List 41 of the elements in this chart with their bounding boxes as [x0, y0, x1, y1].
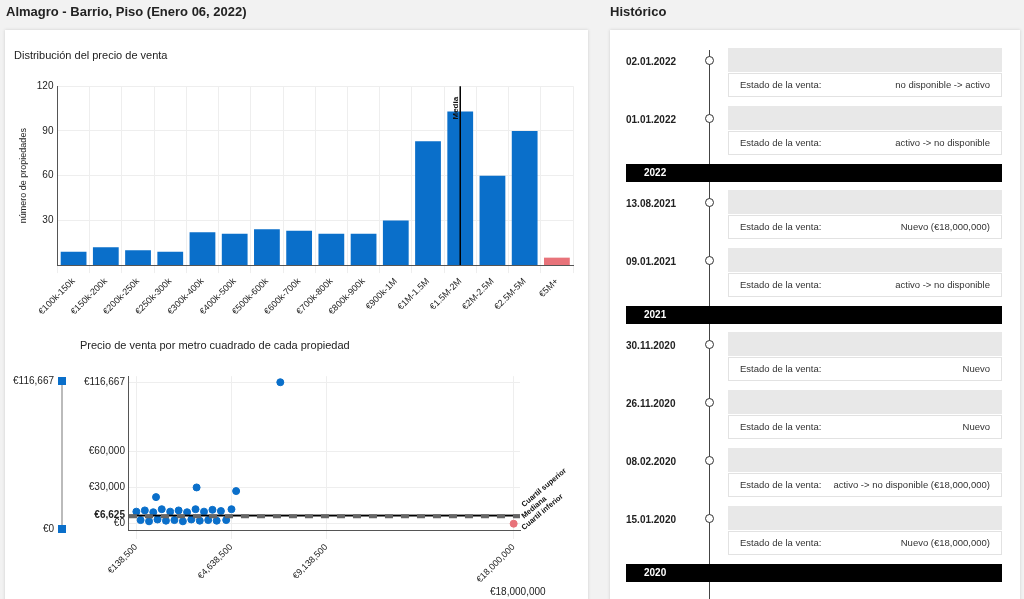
chart-title: Precio de venta por metro cuadrado de cada propiedad — [80, 338, 350, 351]
text: €18,000,000 — [490, 586, 546, 597]
y-tick-label: 120 — [36, 79, 54, 91]
text: Estado de la venta: — [740, 221, 822, 232]
text: Estado de la venta: — [740, 363, 822, 374]
ref-line-label: Media — [451, 96, 461, 120]
category-label: 13.08.2021 — [626, 198, 677, 209]
text: Nuevo (€18,000,000) — [900, 537, 990, 548]
category-label: 15.01.2020 — [626, 514, 677, 525]
text: Nuevo — [962, 421, 990, 432]
text: no disponible -> activo — [895, 79, 990, 90]
category-label: 30.11.2020 — [626, 340, 676, 351]
text: Estado de la venta: — [740, 479, 822, 490]
text: Estado de la venta: — [740, 279, 822, 290]
y-tick-label: €116,667 — [84, 376, 126, 388]
y-tick-label: €60,000 — [88, 444, 126, 456]
text: Estado de la venta: — [740, 137, 822, 148]
y-axis-title: número de propiedades — [17, 127, 28, 224]
y-tick-label: 30 — [42, 214, 54, 226]
y-tick-label: 60 — [42, 169, 54, 181]
text: Estado de la venta: — [740, 537, 822, 548]
y-tick-label: 90 — [42, 124, 54, 136]
y-tick-label: €30,000 — [88, 481, 126, 493]
category-label: 2022 — [644, 167, 667, 178]
category-label: 01.01.2022 — [626, 114, 677, 125]
text: activo -> no disponible — [895, 137, 990, 148]
text: activo -> no disponible (€18,000,000) — [833, 479, 990, 490]
text: Histórico — [610, 4, 667, 19]
text: Estado de la venta: — [740, 421, 822, 432]
category-label: 08.02.2020 — [626, 456, 677, 467]
category-label: 2021 — [644, 309, 667, 320]
category-label: 2020 — [644, 567, 667, 578]
chart-title: Distribución del precio de venta — [14, 48, 169, 61]
text: Nuevo — [962, 363, 990, 374]
text: activo -> no disponible — [895, 279, 990, 290]
text: Nuevo (€18,000,000) — [900, 221, 990, 232]
text: Almagro - Barrio, Piso (Enero 06, 2022) — [6, 4, 247, 19]
category-label: 02.01.2022 — [626, 56, 677, 67]
text: Estado de la venta: — [740, 79, 822, 90]
category-label: 09.01.2021 — [626, 256, 677, 267]
category-label: 26.11.2020 — [626, 398, 676, 409]
